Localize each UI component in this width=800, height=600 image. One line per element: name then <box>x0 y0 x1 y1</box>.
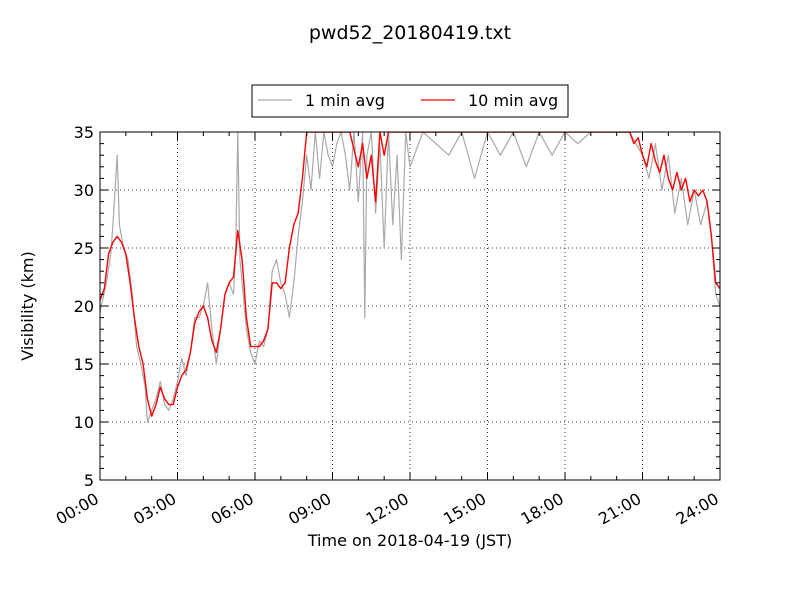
x-tick-label: 24:00 <box>673 489 722 529</box>
x-tick-label: 15:00 <box>440 489 489 529</box>
x-tick-label: 00:00 <box>53 489 102 529</box>
chart-title: pwd52_20180419.txt <box>309 22 511 44</box>
y-tick-label: 15 <box>74 355 94 374</box>
x-tick-labels: 00:00 03:00 06:00 09:00 12:00 15:00 18:00 21:00… <box>53 489 722 529</box>
plot-series <box>100 132 720 423</box>
x-tick-label: 21:00 <box>595 489 644 529</box>
legend: 1 min avg 10 min avg <box>251 84 569 118</box>
legend-label-10min: 10 min avg <box>468 91 558 110</box>
y-axis-label: Visibility (km) <box>18 251 37 360</box>
x-tick-label: 03:00 <box>130 489 179 529</box>
x-axis-label: Time on 2018-04-19 (JST) <box>307 531 512 550</box>
legend-box <box>251 84 569 118</box>
series-10min-avg-line <box>100 132 720 417</box>
y-tick-label: 5 <box>84 471 94 490</box>
y-tick-labels: 5 10 15 20 25 30 35 <box>74 123 94 490</box>
y-tick-label: 10 <box>74 413 94 432</box>
y-tick-label: 25 <box>74 239 94 258</box>
y-tick-label: 35 <box>74 123 94 142</box>
x-tick-label: 09:00 <box>285 489 334 529</box>
x-tick-label: 12:00 <box>363 489 412 529</box>
y-tick-label: 20 <box>74 297 94 316</box>
grid-lines <box>100 132 720 480</box>
series-1min-avg-line <box>100 132 720 423</box>
x-tick-label: 06:00 <box>208 489 257 529</box>
y-tick-label: 30 <box>74 181 94 200</box>
legend-label-1min: 1 min avg <box>305 91 385 110</box>
x-tick-label: 18:00 <box>518 489 567 529</box>
axis-ticks <box>99 131 721 481</box>
